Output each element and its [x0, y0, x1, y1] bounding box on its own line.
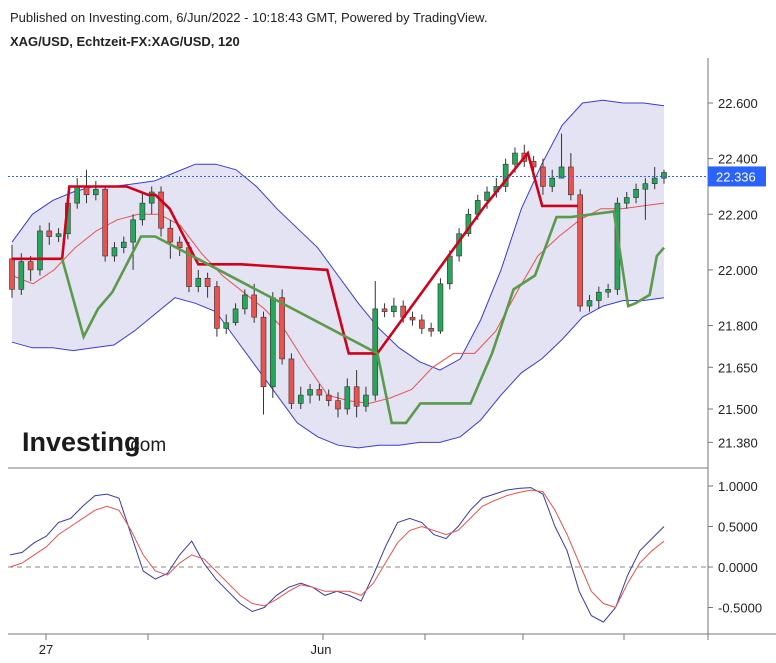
bollinger-band — [11, 99, 665, 449]
oscillator-axis: 1.0000 0.5000 0.0000 -0.5000 — [708, 479, 762, 616]
candle-body — [325, 394, 332, 401]
candle-body — [428, 328, 434, 332]
candle-body — [642, 183, 649, 190]
osc-tick-label: 1.0000 — [718, 479, 758, 494]
candle-body — [288, 358, 295, 404]
svg-text:Investing: Investing — [22, 427, 141, 457]
candle-body — [130, 219, 136, 243]
candle-body — [269, 297, 276, 388]
price-tick-label: 21.380 — [718, 435, 758, 450]
candle-body — [661, 172, 667, 179]
candle-body — [549, 177, 556, 187]
candle-body — [446, 255, 453, 285]
candle-body — [595, 291, 602, 301]
candle-body — [307, 389, 313, 396]
supertrend-down — [12, 150, 579, 355]
candle-body — [623, 197, 630, 204]
candle-body — [512, 152, 518, 165]
candle-body — [484, 191, 490, 201]
oscillator-pane — [8, 487, 708, 623]
candle-body — [558, 166, 565, 179]
candle-body — [195, 277, 202, 287]
price-tick-label: 21.800 — [718, 319, 758, 334]
time-tick-label: 27 — [39, 642, 53, 657]
candle-body — [297, 394, 304, 404]
candle-body — [232, 308, 239, 324]
candle-body — [204, 277, 211, 287]
candle-body — [251, 294, 257, 318]
time-tick-label: Jun — [311, 642, 332, 657]
candle-body — [586, 300, 593, 307]
band-lower — [11, 297, 665, 449]
candle-body — [391, 305, 397, 312]
candle-body — [279, 297, 285, 360]
price-tick-label: 22.400 — [718, 152, 758, 167]
last-price-label-bg — [708, 166, 766, 187]
candle-body — [381, 308, 388, 312]
candle-body — [577, 194, 583, 307]
candle-body — [242, 294, 248, 310]
supertrend — [12, 150, 665, 425]
candle-body — [27, 261, 34, 271]
candle-body — [651, 177, 658, 184]
osc-tick-label: 0.5000 — [718, 520, 758, 535]
investing-logo: Investing .com — [22, 427, 166, 457]
last-price-label: 22.336 — [716, 169, 756, 184]
candle-body — [353, 386, 360, 407]
candle-body — [139, 202, 146, 221]
candle-body — [419, 319, 425, 329]
osc-tick-label: 0.0000 — [718, 560, 758, 575]
candle-body — [158, 191, 164, 229]
candle-body — [260, 316, 267, 388]
published-info: Published on Investing.com, 6/Jun/2022 -… — [10, 10, 488, 25]
price-tick-label: 21.500 — [718, 402, 758, 417]
price-tick-label: 22.200 — [718, 207, 758, 222]
candle-body — [633, 188, 639, 198]
time-axis: 27 Jun — [39, 634, 625, 657]
candle-body — [37, 230, 43, 271]
band-fill — [12, 100, 664, 448]
oscillator-signal-line — [9, 489, 665, 609]
candle-body — [148, 191, 155, 204]
candle-body — [176, 241, 183, 248]
last-price-line: 22.336 — [8, 166, 766, 187]
price-tick-label: 21.650 — [718, 360, 758, 375]
candle-body — [363, 394, 369, 407]
candle-body — [437, 283, 444, 332]
candle-body — [316, 389, 323, 396]
symbol-title: XAG/USD, Echtzeit-FX:XAG/USD, 120 — [10, 34, 240, 49]
price-tick-label: 22.000 — [718, 263, 758, 278]
price-tick-label: 22.600 — [718, 96, 758, 111]
supertrend-up — [60, 210, 665, 425]
oscillator-fast-line — [9, 487, 665, 623]
candle-body — [46, 230, 53, 237]
candle-body — [223, 322, 230, 329]
candle-body — [120, 241, 127, 248]
candlesticks — [9, 133, 667, 418]
candle-body — [605, 289, 611, 293]
candle-body — [111, 247, 118, 257]
candle-body — [55, 233, 62, 237]
candle-body — [409, 316, 416, 321]
candle-body — [214, 286, 220, 329]
candle-body — [344, 386, 351, 410]
candle-body — [9, 258, 15, 290]
svg-text:.com: .com — [125, 435, 166, 456]
candle-body — [335, 400, 341, 410]
candle-body — [167, 227, 174, 243]
candle-body — [102, 188, 108, 257]
candle-body — [568, 166, 574, 196]
candle-body — [18, 261, 25, 290]
price-axis: 22.600 22.400 22.200 22.000 21.800 21.650 21.5… — [708, 96, 758, 450]
osc-tick-label: -0.5000 — [718, 601, 762, 616]
candle-body — [93, 188, 99, 196]
candle-body — [74, 186, 80, 204]
